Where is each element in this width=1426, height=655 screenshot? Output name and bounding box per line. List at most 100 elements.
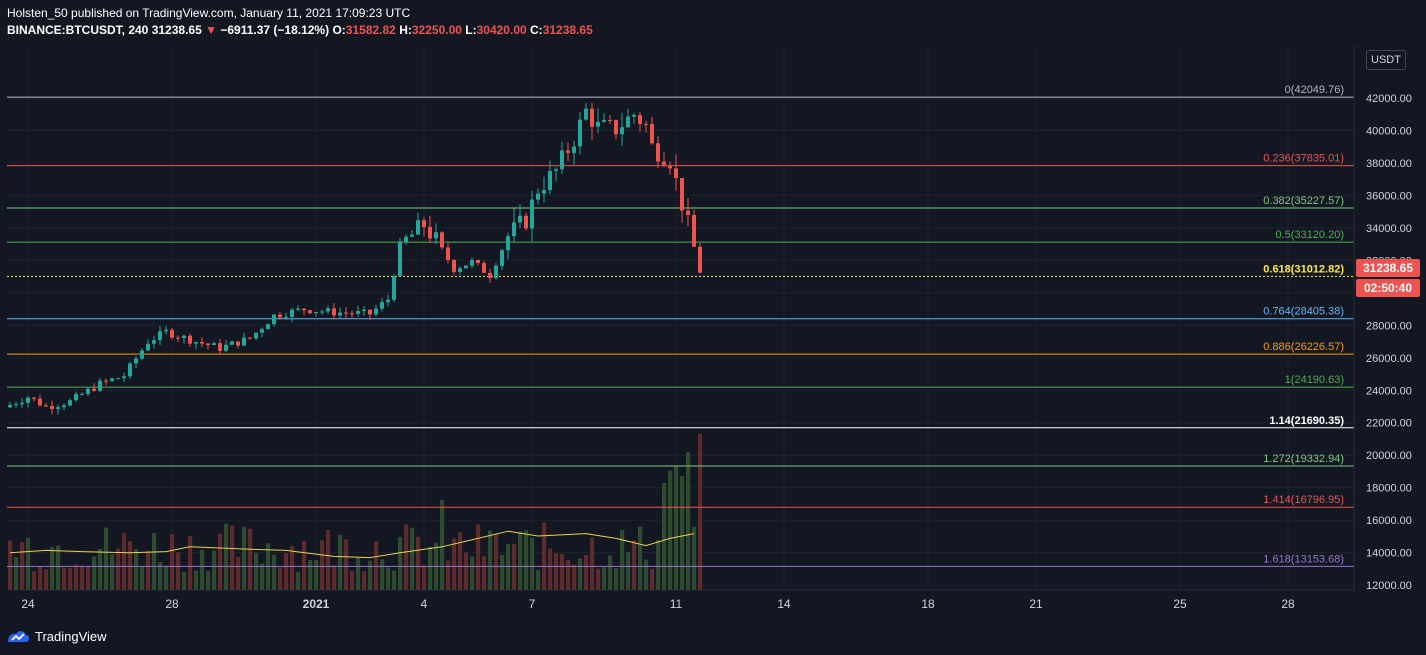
volume-bar [656, 540, 661, 590]
volume-bar [362, 571, 367, 590]
time-tick-label: 7 [529, 597, 536, 611]
candle-body [518, 215, 522, 223]
volume-bar [680, 476, 685, 590]
fib-label: 0(42049.76) [1285, 84, 1344, 96]
candle [368, 309, 372, 320]
candle [314, 311, 318, 317]
candle [152, 335, 156, 349]
candle [80, 392, 84, 396]
candle-body [212, 343, 216, 346]
candle-body [56, 407, 60, 409]
volume-bar [542, 522, 547, 590]
price-tick-label: 34000.00 [1366, 223, 1412, 235]
price-tick-label: 14000.00 [1366, 548, 1412, 560]
price-tick-label: 16000.00 [1366, 515, 1412, 527]
candle [230, 340, 234, 346]
volume-bar [56, 545, 61, 590]
volume-bar [494, 533, 499, 590]
volume-bar [386, 567, 391, 590]
candle-body [152, 340, 156, 344]
high-label: H: [399, 23, 412, 37]
candle-body [44, 405, 48, 407]
candle [338, 307, 342, 320]
volume-bar [548, 548, 553, 590]
volume-bar [176, 552, 181, 590]
candle [38, 394, 42, 407]
candle [584, 103, 588, 121]
volume-bar [620, 529, 625, 590]
price-tick-label: 40000.00 [1366, 125, 1412, 137]
chart-canvas[interactable]: 0(42049.76) 0.236(37835.01) 0.382(35227.57… [0, 0, 1426, 620]
candle [614, 119, 618, 140]
candle-body [608, 120, 612, 122]
volume-bar [422, 565, 427, 590]
candle [326, 305, 330, 314]
volume-bar [392, 570, 397, 590]
candle [632, 112, 636, 124]
candle [56, 404, 60, 415]
price-tick-label: 36000.00 [1366, 190, 1412, 202]
volume-bar [674, 465, 679, 590]
volume-bar [170, 534, 175, 590]
candle-body [674, 168, 678, 178]
candle [194, 341, 198, 350]
volume-bar [278, 567, 283, 590]
volume-bar [530, 537, 535, 590]
volume-bar [566, 559, 571, 590]
candle-body [422, 220, 426, 227]
volume-bar [92, 556, 97, 590]
candle [74, 391, 78, 402]
open-label: O: [332, 23, 346, 37]
candle [554, 167, 558, 182]
candle [296, 304, 300, 312]
volume-bar [182, 571, 187, 590]
candle [428, 216, 432, 243]
volume-bar [410, 527, 415, 590]
candle-body [392, 276, 396, 300]
volume-bar [428, 546, 433, 590]
candle-body [284, 316, 288, 318]
candle-body [182, 335, 186, 339]
volume-bar [368, 560, 373, 590]
candle [398, 238, 402, 278]
volume-bar [668, 470, 673, 590]
volume-bar [32, 571, 37, 590]
candle-body [122, 376, 126, 379]
candle-body [320, 311, 324, 313]
volume-bar [146, 551, 151, 590]
candle-body [98, 380, 102, 391]
last-price-tag: 31238.65 [1356, 259, 1420, 277]
candle-body [506, 236, 510, 251]
candle-body [62, 405, 66, 408]
candle [566, 142, 570, 162]
fib-label: 0.618(31012.82) [1263, 263, 1344, 275]
volume-bar [134, 548, 139, 590]
candle [50, 400, 54, 415]
candle-body [368, 309, 372, 315]
candle [104, 378, 108, 386]
candle-body [176, 337, 180, 339]
bar-countdown: 02:50:40 [1356, 279, 1420, 297]
high-value: 32250.00 [411, 23, 462, 37]
candle-body [458, 268, 462, 272]
tradingview-logo[interactable]: TradingView [6, 628, 107, 644]
publish-info: Holsten_50 published on TradingView.com,… [7, 6, 411, 20]
symbol-name[interactable]: BINANCE:BTCUSDT, 240 [7, 23, 149, 37]
candle [692, 209, 696, 247]
fib-label: 1(24190.63) [1285, 374, 1344, 386]
volume-bar [224, 523, 229, 590]
candle-body [146, 343, 150, 351]
candle [656, 136, 660, 169]
price-tick-label: 24000.00 [1366, 385, 1412, 397]
tradingview-logo-icon [8, 631, 29, 642]
candle [218, 339, 222, 355]
candle-body [578, 119, 582, 147]
time-tick-label: 14 [777, 597, 791, 611]
candle-body [74, 394, 78, 401]
candle-body [188, 335, 192, 344]
volume-bar [512, 543, 517, 590]
volume-bar [44, 569, 49, 590]
currency-badge[interactable]: USDT [1366, 50, 1406, 70]
volume-bar [374, 541, 379, 590]
volume-bar [104, 527, 109, 590]
